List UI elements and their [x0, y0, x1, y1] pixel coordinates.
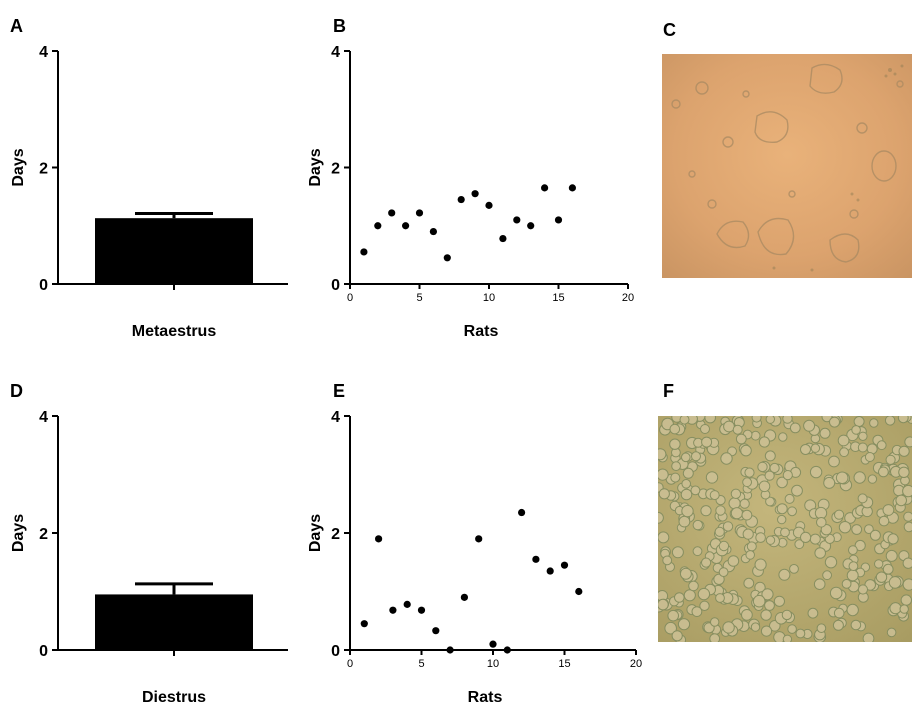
- data-point-b-11: [499, 234, 507, 243]
- micrograph-f: [658, 416, 912, 642]
- data-point-b-9: [471, 190, 479, 198]
- y-axis-label-d: Days: [10, 514, 27, 552]
- y-tick-label-d-4: 4: [39, 409, 48, 426]
- data-point-b-10: [485, 201, 493, 209]
- data-point-b-14: [541, 184, 549, 192]
- x-tick-label-b-15: 15: [552, 292, 564, 304]
- data-point-b-13: [527, 222, 535, 230]
- y-tick-label-e-4: 4: [331, 409, 340, 426]
- data-point-b-2: [374, 222, 382, 230]
- data-point-e-3: [389, 606, 397, 614]
- y-tick-label-d-0: 0: [39, 643, 48, 660]
- panel-label-d: D: [10, 381, 23, 401]
- x-tick-label-e-20: 20: [630, 658, 642, 670]
- panel-label-c: C: [663, 20, 676, 40]
- category-label-d: Diestrus: [142, 689, 206, 704]
- bar-d: [95, 594, 253, 650]
- y-axis-label-a: Days: [10, 148, 27, 186]
- data-point-b-12: [513, 216, 521, 224]
- x-axis-label-e: Rats: [468, 689, 503, 704]
- data-point-e-10: [489, 640, 497, 648]
- data-point-b-7: [443, 254, 451, 262]
- x-tick-label-b-0: 0: [347, 292, 353, 304]
- data-point-b-3: [388, 209, 396, 217]
- data-point-b-16: [568, 184, 577, 192]
- bar-a: [95, 218, 253, 284]
- data-point-e-1: [360, 620, 368, 628]
- y-tick-label-b-0: 0: [331, 277, 340, 294]
- y-tick-label-b-2: 2: [331, 161, 340, 178]
- y-axis-label-e: Days: [307, 514, 324, 552]
- x-tick-label-e-15: 15: [558, 658, 570, 670]
- data-point-b-4: [402, 222, 410, 230]
- data-point-e-13: [532, 555, 540, 563]
- data-point-e-9: [475, 535, 483, 543]
- data-point-b-5: [415, 209, 424, 217]
- x-tick-label-e-10: 10: [487, 658, 499, 670]
- panel-label-b: B: [333, 16, 346, 36]
- data-point-e-14: [546, 567, 554, 575]
- data-point-e-5: [417, 606, 426, 614]
- y-tick-label-d-2: 2: [39, 526, 48, 543]
- x-tick-label-b-20: 20: [622, 292, 634, 304]
- micrograph-c: [662, 54, 912, 278]
- y-tick-label-e-0: 0: [331, 643, 340, 660]
- y-tick-label-a-2: 2: [39, 161, 48, 178]
- y-axis-label-b: Days: [307, 148, 324, 186]
- data-point-b-6: [429, 227, 437, 236]
- y-tick-label-e-2: 2: [331, 526, 340, 543]
- data-point-e-11: [503, 646, 511, 654]
- data-point-e-4: [403, 600, 411, 608]
- x-tick-label-b-10: 10: [483, 292, 495, 304]
- data-point-e-7: [446, 646, 454, 654]
- data-point-b-8: [457, 195, 465, 204]
- data-point-e-8: [460, 593, 468, 601]
- y-tick-label-a-0: 0: [39, 277, 48, 294]
- panel-label-f: F: [663, 381, 674, 401]
- data-point-e-12: [518, 508, 526, 517]
- data-point-b-1: [360, 248, 368, 256]
- x-tick-label-b-5: 5: [416, 292, 422, 304]
- data-point-b-15: [554, 216, 563, 224]
- x-axis-label-b: Rats: [464, 323, 499, 340]
- data-point-e-16: [575, 587, 583, 596]
- category-label-a: Metaestrus: [132, 323, 217, 340]
- data-point-e-2: [375, 535, 383, 543]
- x-tick-label-e-5: 5: [418, 658, 424, 670]
- y-tick-label-a-4: 4: [39, 44, 48, 61]
- data-point-e-15: [560, 561, 569, 569]
- data-point-e-6: [432, 627, 440, 635]
- panel-label-e: E: [333, 381, 346, 401]
- y-tick-label-b-4: 4: [331, 44, 340, 61]
- panel-label-a: A: [10, 16, 23, 36]
- x-tick-label-e-0: 0: [347, 658, 353, 670]
